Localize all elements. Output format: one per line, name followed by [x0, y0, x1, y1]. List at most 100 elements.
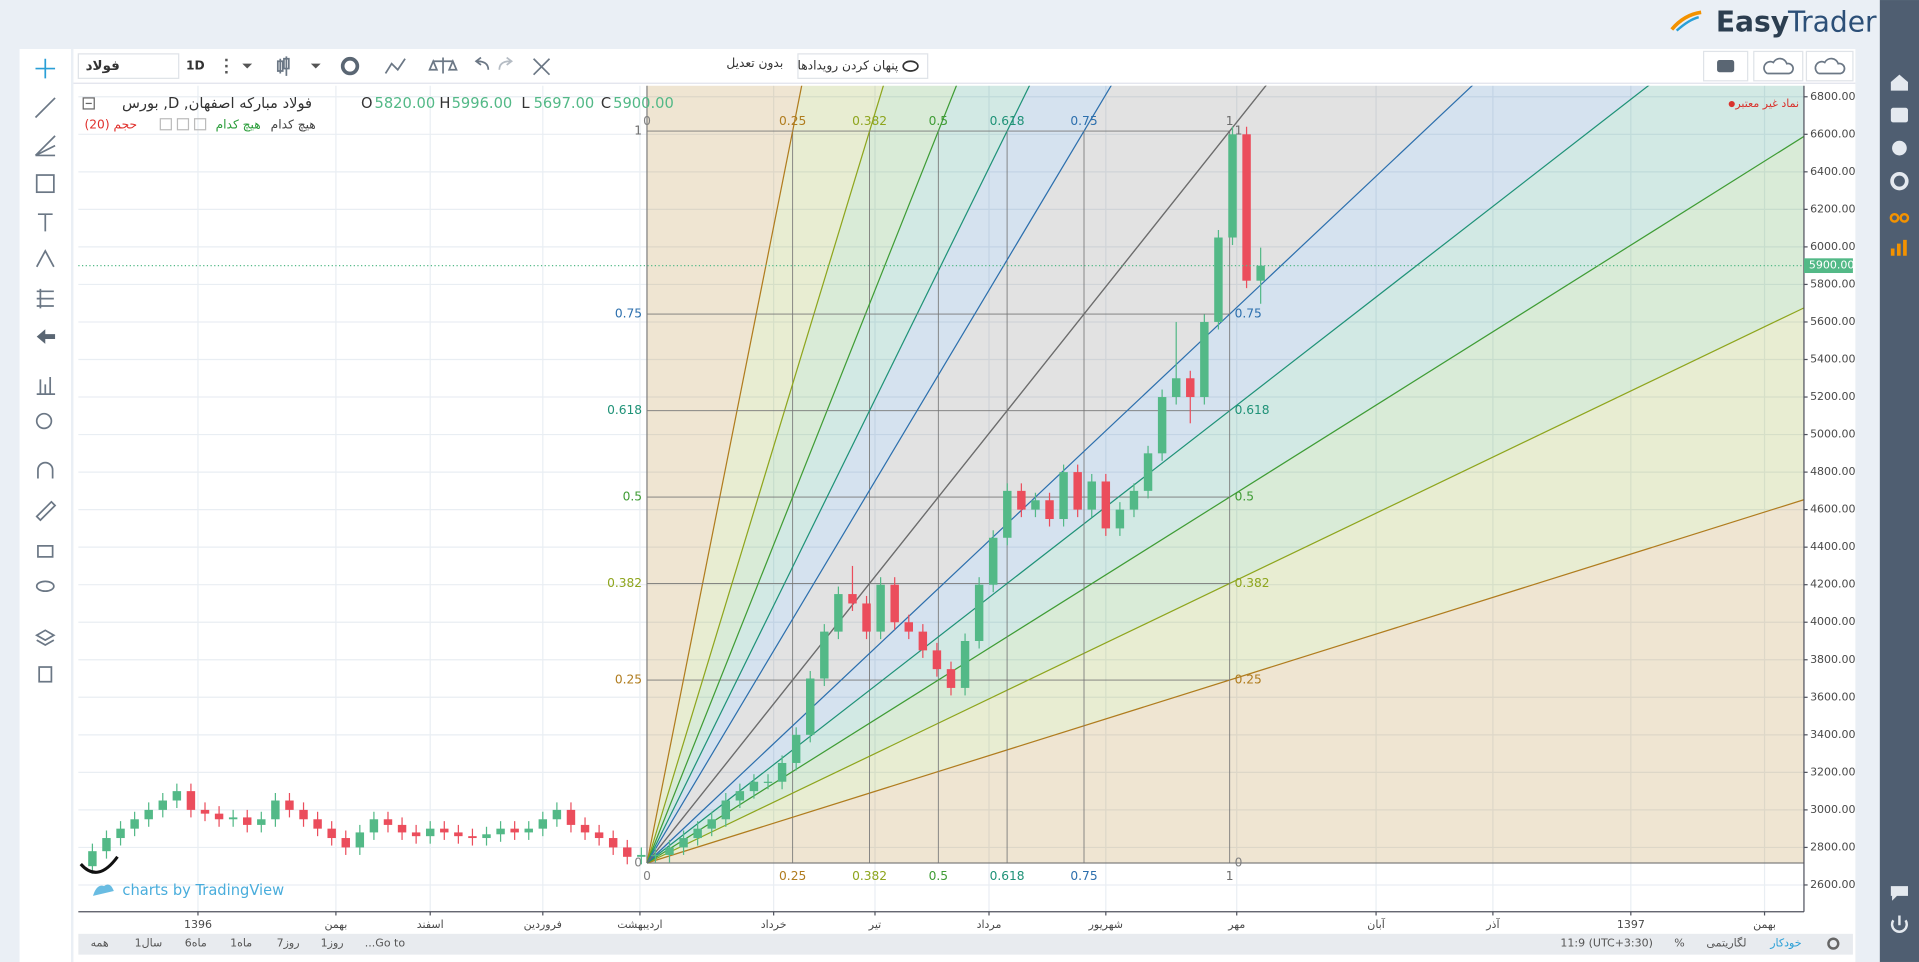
candle-body — [299, 809, 308, 820]
watermark-logo — [93, 884, 114, 896]
candle-body — [341, 838, 350, 848]
candle-body — [946, 669, 956, 688]
fib-tool[interactable] — [34, 135, 56, 157]
candle-body — [144, 809, 153, 820]
magnet-tool[interactable] — [37, 461, 54, 479]
log-toggle[interactable]: لگاریتمی — [1706, 937, 1746, 950]
auto-toggle[interactable]: خودکار — [1769, 937, 1801, 950]
y-tick-label: 3000.00 — [1810, 803, 1856, 816]
watch-icon[interactable] — [1889, 212, 1910, 223]
range-button[interactable]: 1ماه — [230, 937, 252, 950]
shape-tool[interactable] — [35, 174, 55, 194]
y-tick-label: 3800.00 — [1810, 653, 1856, 666]
candle-body — [876, 584, 885, 632]
chart-style-button[interactable] — [276, 56, 290, 76]
logo[interactable]: Easy Trader — [1670, 5, 1877, 38]
last-price-label: 5900.00 — [1809, 259, 1855, 272]
indicator-button[interactable] — [176, 118, 190, 131]
candle-body — [918, 631, 928, 651]
interval[interactable]: 1D — [186, 59, 205, 73]
coins-icon[interactable] — [1892, 140, 1907, 156]
drawn-arc[interactable] — [79, 855, 119, 874]
ohlc-label: O — [361, 95, 373, 112]
hide-events-button[interactable] — [797, 53, 929, 79]
chat-icon[interactable] — [1890, 886, 1908, 901]
candle-body — [806, 678, 815, 735]
pie-icon[interactable] — [1890, 171, 1909, 191]
load-button[interactable] — [1753, 50, 1804, 82]
fullscreen-button[interactable] — [532, 58, 551, 76]
indicator-button[interactable] — [159, 118, 172, 131]
layers-tool[interactable] — [34, 629, 56, 646]
candle-body — [665, 847, 674, 855]
pattern-tool[interactable] — [35, 249, 55, 268]
back-tool[interactable] — [36, 329, 56, 344]
candle-body — [1157, 397, 1167, 454]
zoom-tool[interactable] — [35, 412, 53, 430]
trend-line-tool[interactable] — [34, 97, 56, 119]
ohlc-value: 5900.00 — [613, 95, 674, 112]
chart-icon[interactable] — [1890, 239, 1907, 256]
range-button[interactable]: 1سال — [135, 937, 163, 950]
sidebar — [1879, 0, 1919, 962]
settings-icon[interactable] — [1827, 937, 1840, 950]
hide-tool[interactable] — [35, 580, 55, 593]
stay-drawing-tool[interactable] — [35, 500, 57, 522]
x-tick-label: شهریور — [1088, 918, 1123, 931]
screenshot-button[interactable] — [1702, 50, 1749, 82]
collapse-button[interactable] — [82, 97, 95, 110]
lock-tool[interactable] — [37, 545, 54, 558]
x-tick-label: 1397 — [1617, 918, 1645, 931]
candle-body — [355, 832, 365, 848]
logout-icon[interactable] — [1890, 915, 1908, 933]
settings-button[interactable] — [340, 56, 360, 76]
candle-body — [960, 640, 970, 688]
delete-tool[interactable] — [38, 666, 53, 683]
axes: 2600.00 2800.00 3000.00 3200.00 3400.00 3600.… — [78, 85, 1856, 931]
drawing-tools — [34, 58, 57, 683]
measure-tool[interactable] — [36, 376, 56, 395]
legend: فولاد مبارکه اصفهان, D, بورس O 5820.00 H… — [82, 95, 1799, 899]
dropdown-button[interactable] — [242, 63, 253, 69]
fan-label: 0.75 — [615, 307, 642, 321]
candle-body — [482, 834, 491, 839]
x-tick-label: 1396 — [184, 918, 212, 931]
compare-button[interactable] — [428, 57, 458, 74]
candle-body — [172, 791, 182, 801]
save-button[interactable] — [1805, 50, 1854, 82]
x-tick-label: آبان — [1367, 917, 1385, 931]
percent-toggle[interactable]: % — [1674, 937, 1684, 950]
watermark[interactable]: charts by TradingView — [122, 882, 284, 899]
bottom-controls: Go to... 1روز 7روز 1ماه 6ماه 1سال همه 11… — [91, 937, 1840, 950]
undo-button[interactable] — [474, 56, 490, 70]
adjustment[interactable]: بدون تعدیل — [726, 56, 783, 71]
wallet-icon[interactable] — [1890, 107, 1908, 123]
range-button[interactable]: 1روز — [321, 937, 344, 950]
range-button[interactable]: 7روز — [277, 937, 300, 950]
text-tool[interactable] — [37, 213, 53, 232]
range-button[interactable]: 6ماه — [185, 937, 207, 950]
y-tick-label: 6600.00 — [1810, 127, 1856, 140]
x-tick-label: تیر — [868, 918, 881, 931]
candle-body — [552, 809, 562, 820]
dropdown-button[interactable] — [310, 63, 321, 69]
candle-body — [496, 828, 505, 835]
timezone[interactable]: 11:9 (UTC+3:30) — [1560, 937, 1653, 950]
candle-body — [1214, 237, 1223, 322]
range-button[interactable]: همه — [91, 937, 109, 950]
home-icon[interactable] — [1890, 74, 1908, 91]
indicators-button[interactable] — [384, 58, 406, 74]
prediction-tool[interactable] — [36, 288, 54, 309]
goto-button[interactable]: Go to... — [365, 937, 406, 950]
crosshair-tool[interactable] — [35, 58, 56, 79]
symbol-box[interactable] — [77, 53, 180, 79]
ohlc-value: 5820.00 — [374, 95, 435, 112]
candle-body — [313, 819, 322, 829]
ohlc-label: H — [439, 95, 450, 112]
y-tick-label: 6400.00 — [1810, 165, 1856, 178]
candle-body — [510, 828, 519, 833]
indicator-button[interactable] — [193, 118, 207, 131]
redo-button[interactable] — [498, 56, 513, 70]
